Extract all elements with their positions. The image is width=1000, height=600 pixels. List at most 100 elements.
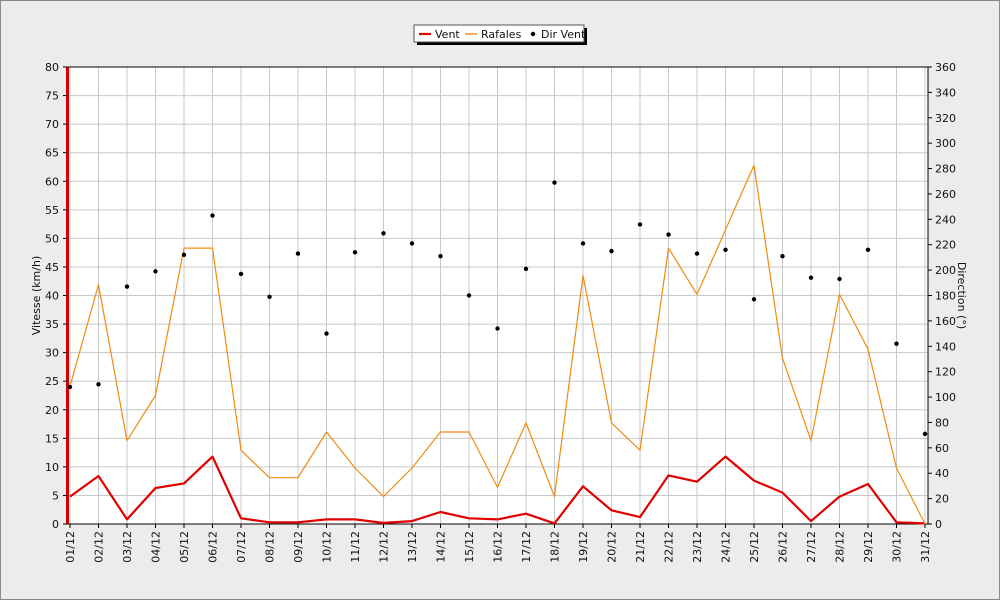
y-right-tick-label: 100 bbox=[935, 391, 956, 404]
y-left-tick-label: 30 bbox=[45, 347, 59, 360]
direction-point bbox=[723, 247, 728, 252]
x-tick-label: 20/12 bbox=[606, 531, 619, 563]
y-right-tick-label: 360 bbox=[935, 61, 956, 74]
direction-point bbox=[495, 326, 500, 331]
y-right-tick-label: 180 bbox=[935, 290, 956, 303]
y-right-tick-label: 0 bbox=[935, 518, 942, 531]
y-left-tick-label: 5 bbox=[52, 489, 59, 502]
y-right-tick-label: 240 bbox=[935, 213, 956, 226]
legend: Vent Rafales Dir Vent bbox=[413, 24, 587, 45]
y-left-tick-label: 15 bbox=[45, 432, 59, 445]
x-tick-label: 09/12 bbox=[292, 531, 305, 563]
direction-point bbox=[894, 341, 899, 346]
left-edge-marker bbox=[66, 67, 69, 524]
direction-point bbox=[438, 253, 443, 259]
y-right-tick-label: 340 bbox=[935, 86, 956, 99]
direction-point bbox=[694, 251, 700, 256]
x-tick-label: 25/12 bbox=[748, 531, 761, 563]
x-tick-label: 21/12 bbox=[634, 531, 647, 563]
y-left-tick-label: 25 bbox=[45, 375, 59, 388]
x-tick-label: 19/12 bbox=[577, 531, 590, 563]
y-right-tick-label: 260 bbox=[935, 188, 956, 201]
direction-point bbox=[552, 180, 557, 185]
y-left-tick-label: 70 bbox=[45, 118, 59, 131]
x-tick-label: 22/12 bbox=[663, 531, 676, 563]
y-left-tick-label: 75 bbox=[45, 90, 59, 103]
x-tick-label: 01/12 bbox=[64, 531, 77, 563]
y-right-tick-label: 60 bbox=[935, 442, 949, 455]
direction-point bbox=[267, 294, 272, 299]
y-right-tick-label: 280 bbox=[935, 163, 956, 176]
x-tick-label: 02/12 bbox=[93, 531, 106, 563]
x-tick-label: 17/12 bbox=[520, 531, 533, 563]
y-left-tick-label: 45 bbox=[45, 261, 59, 274]
direction-point bbox=[523, 266, 529, 272]
x-tick-label: 16/12 bbox=[492, 531, 505, 563]
direction-point bbox=[124, 284, 130, 289]
y-right-tick-label: 80 bbox=[935, 416, 949, 429]
direction-point bbox=[352, 250, 358, 255]
y-left-tick-label: 40 bbox=[45, 290, 59, 303]
y-right-tick-label: 320 bbox=[935, 112, 956, 125]
direction-point bbox=[324, 331, 329, 336]
y-right-tick-label: 200 bbox=[935, 264, 956, 277]
x-tick-label: 28/12 bbox=[834, 531, 847, 563]
y-right-axis-title: Direction (°) bbox=[955, 262, 968, 329]
direction-point bbox=[666, 232, 671, 237]
direction-point bbox=[609, 248, 614, 254]
x-tick-label: 12/12 bbox=[378, 531, 391, 563]
y-right-tick-label: 40 bbox=[935, 467, 949, 480]
direction-point bbox=[751, 297, 757, 302]
x-tick-label: 29/12 bbox=[862, 531, 875, 563]
series-dir-vent bbox=[67, 180, 928, 437]
x-tick-label: 08/12 bbox=[264, 531, 277, 563]
direction-point bbox=[922, 431, 928, 437]
direction-point bbox=[381, 231, 386, 236]
direction-point bbox=[238, 271, 244, 277]
y-left-tick-label: 20 bbox=[45, 404, 59, 417]
x-tick-label: 13/12 bbox=[406, 531, 419, 563]
direction-point bbox=[637, 222, 643, 227]
y-left-axis-title: Vitesse (km/h) bbox=[30, 256, 43, 336]
legend-label: Vent bbox=[435, 28, 460, 41]
y-right-tick-label: 160 bbox=[935, 315, 956, 328]
legend-box bbox=[413, 24, 585, 43]
direction-point bbox=[181, 252, 187, 258]
x-tick-label: 18/12 bbox=[549, 531, 562, 563]
y-left-tick-label: 35 bbox=[45, 318, 59, 331]
x-tick-label: 24/12 bbox=[720, 531, 733, 563]
y-left-tick-label: 60 bbox=[45, 175, 59, 188]
y-left-tick-label: 50 bbox=[45, 232, 59, 245]
direction-point bbox=[96, 382, 101, 387]
legend-swatch bbox=[530, 31, 536, 37]
direction-point bbox=[67, 384, 73, 390]
x-tick-label: 10/12 bbox=[321, 531, 334, 563]
x-tick-label: 27/12 bbox=[805, 531, 818, 563]
direction-point bbox=[580, 241, 586, 246]
x-tick-label: 04/12 bbox=[150, 531, 163, 563]
direction-point bbox=[837, 276, 842, 282]
direction-point bbox=[153, 269, 158, 274]
y-right-tick-label: 20 bbox=[935, 493, 949, 506]
x-tick-label: 03/12 bbox=[121, 531, 134, 563]
y-right-tick-label: 300 bbox=[935, 137, 956, 150]
y-right-tick-label: 220 bbox=[935, 239, 956, 252]
y-right-tick-label: 120 bbox=[935, 366, 956, 379]
x-tick-label: 15/12 bbox=[463, 531, 476, 563]
x-tick-label: 11/12 bbox=[349, 531, 362, 563]
x-tick-label: 30/12 bbox=[891, 531, 904, 563]
direction-point bbox=[865, 247, 871, 252]
x-tick-label: 23/12 bbox=[691, 531, 704, 563]
x-tick-label: 31/12 bbox=[919, 531, 932, 563]
y-left-tick-label: 80 bbox=[45, 61, 59, 74]
direction-point bbox=[409, 241, 415, 246]
y-left-tick-label: 0 bbox=[52, 518, 59, 531]
x-tick-label: 05/12 bbox=[178, 531, 191, 563]
x-tick-label: 26/12 bbox=[777, 531, 790, 563]
direction-point bbox=[808, 275, 814, 280]
series-vent bbox=[69, 455, 926, 525]
y-left-tick-label: 10 bbox=[45, 461, 59, 474]
x-tick-label: 06/12 bbox=[207, 531, 220, 563]
x-tick-label: 14/12 bbox=[435, 531, 448, 563]
